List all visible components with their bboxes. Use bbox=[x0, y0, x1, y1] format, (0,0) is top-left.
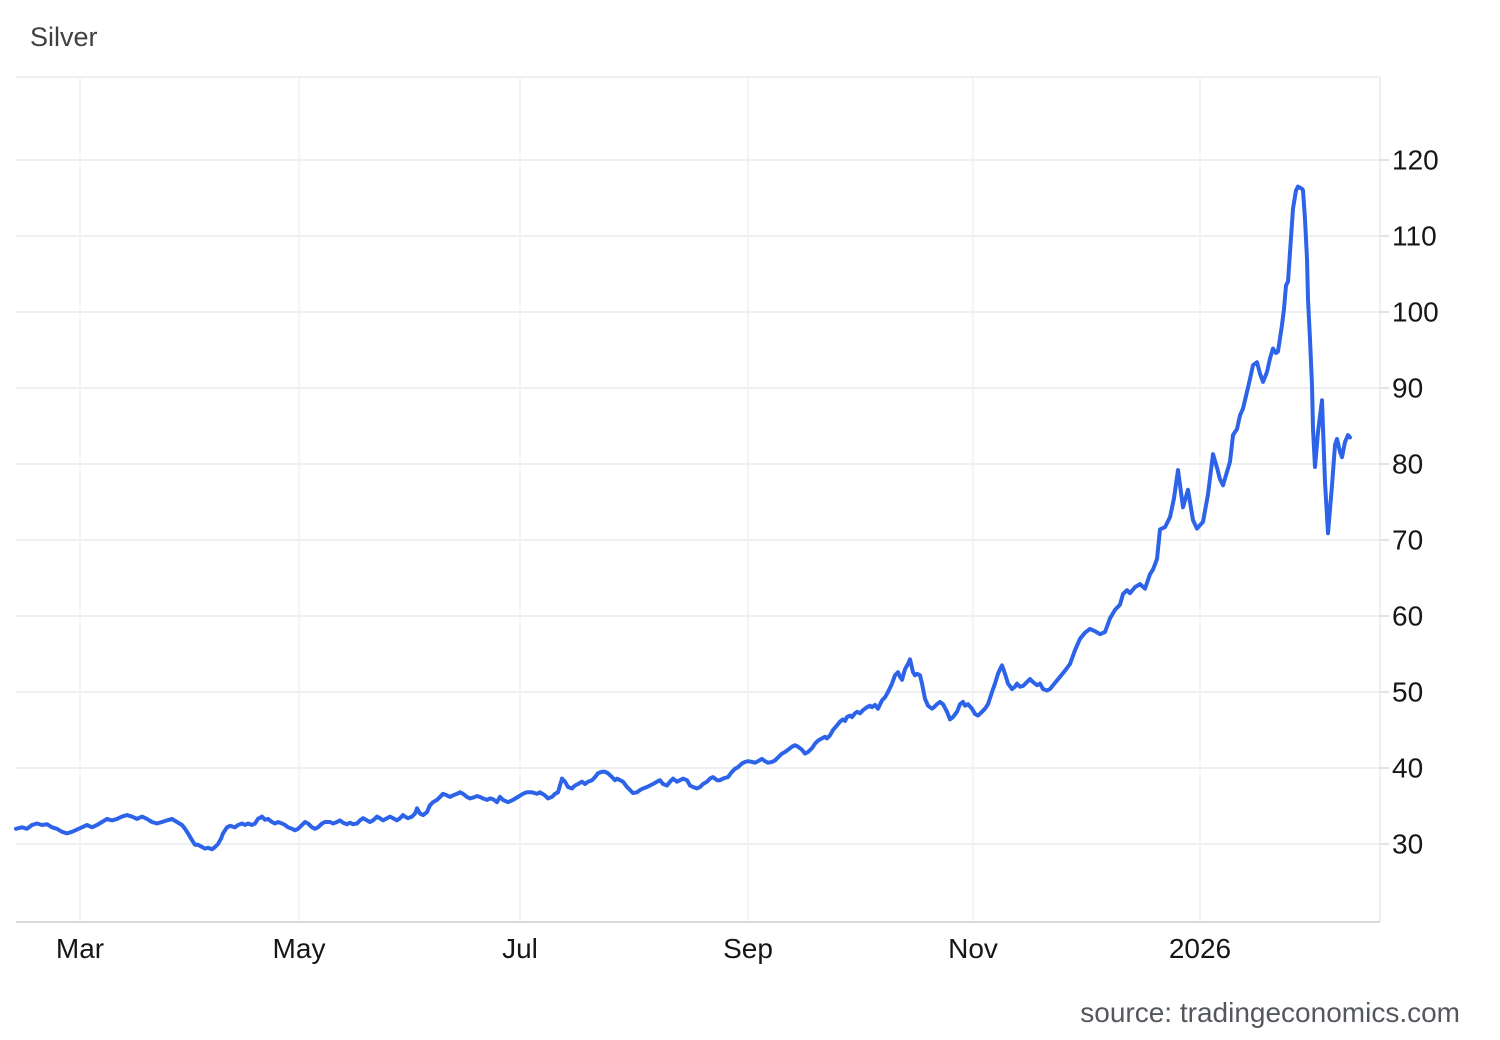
y-axis-label-120: 120 bbox=[1392, 145, 1439, 176]
x-axis-label-Jul: Jul bbox=[502, 933, 538, 964]
y-axis-label-80: 80 bbox=[1392, 449, 1423, 480]
vertical-gridlines bbox=[79, 77, 1201, 922]
y-axis-label-60: 60 bbox=[1392, 601, 1423, 632]
chart-title: Silver bbox=[30, 22, 98, 52]
x-axis-label-May: May bbox=[273, 933, 326, 964]
source-credit: source: tradingeconomics.com bbox=[1080, 997, 1460, 1028]
price-line-series bbox=[14, 184, 1352, 852]
y-axis-label-70: 70 bbox=[1392, 525, 1423, 556]
horizontal-gridlines bbox=[16, 159, 1380, 845]
y-axis-labels: 30 40 50 60 70 80 90 100 110 120 bbox=[1392, 145, 1439, 860]
y-axis-ticks bbox=[1380, 159, 1389, 845]
y-axis-label-100: 100 bbox=[1392, 297, 1439, 328]
y-axis-label-40: 40 bbox=[1392, 753, 1423, 784]
x-axis-label-Sep: Sep bbox=[723, 933, 773, 964]
x-axis-labels: Mar May Jul Sep Nov 2026 bbox=[56, 933, 1231, 964]
x-axis-label-Nov: Nov bbox=[948, 933, 998, 964]
x-axis-label-2026: 2026 bbox=[1169, 933, 1231, 964]
axis-border-lines bbox=[16, 76, 1381, 923]
y-axis-label-50: 50 bbox=[1392, 677, 1423, 708]
y-axis-label-90: 90 bbox=[1392, 373, 1423, 404]
y-axis-label-110: 110 bbox=[1392, 221, 1437, 252]
x-axis-label-Mar: Mar bbox=[56, 933, 104, 964]
y-axis-label-30: 30 bbox=[1392, 829, 1423, 860]
